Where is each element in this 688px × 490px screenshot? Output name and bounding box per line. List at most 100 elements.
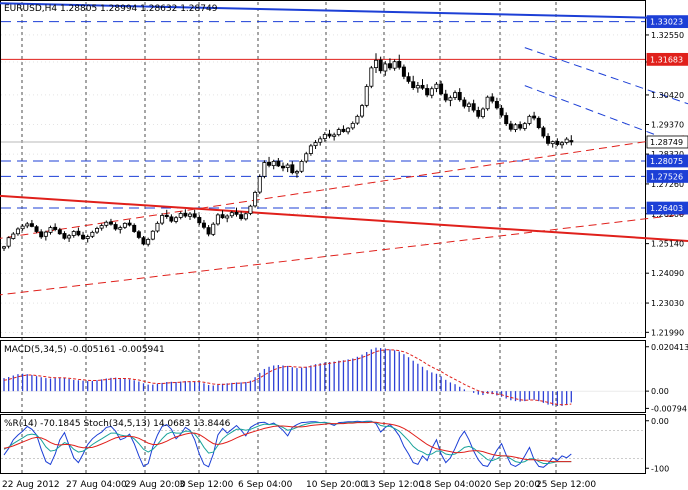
candle-body <box>406 76 411 82</box>
price-axis-label: 1.23030 <box>651 299 684 308</box>
candle-body <box>220 214 225 219</box>
candle-body <box>183 212 188 217</box>
oscillator-layer <box>1 420 645 468</box>
candle-body <box>187 213 192 217</box>
candle-body <box>25 223 30 227</box>
time-axis-label: 29 Aug 20:00 <box>125 480 186 490</box>
price-label-box <box>646 15 688 29</box>
candle-body <box>164 214 169 217</box>
candle-body <box>569 140 574 143</box>
candle-body <box>373 59 378 69</box>
macd-axis-label: 0.00 <box>651 387 669 396</box>
candle-body <box>383 63 388 72</box>
candle-body <box>262 162 267 177</box>
price-label: 1.27526 <box>650 172 683 181</box>
candle-body <box>118 227 123 230</box>
candle-body <box>11 233 16 239</box>
candle-body <box>494 101 499 109</box>
candle-body <box>215 214 220 225</box>
price-panel-header: EURUSD,H4 1.28805 1.28994 1.28632 1.2874… <box>4 4 218 14</box>
candle-body <box>43 231 48 237</box>
candle-body <box>85 236 90 239</box>
candle-body <box>108 221 113 225</box>
candle-body <box>169 216 174 222</box>
candle-body <box>508 123 513 130</box>
oscillator-axis-label: -100 <box>651 464 669 473</box>
candle-body <box>155 222 160 232</box>
time-axis-label: 27 Aug 04:00 <box>66 480 127 490</box>
candle-body <box>355 115 360 124</box>
oscillator-series-line <box>3 420 572 468</box>
candle-body <box>174 217 179 222</box>
macd-panel-header: MACD(5,34,5) -0.005161 -0.005941 <box>4 345 165 355</box>
candle-body <box>99 225 104 229</box>
candle-body <box>560 142 565 146</box>
candle-body <box>360 105 365 117</box>
candle-body <box>308 145 313 154</box>
candle-body <box>229 212 234 217</box>
candle-body <box>327 133 332 137</box>
candle-body <box>201 222 206 228</box>
candle-body <box>6 237 11 247</box>
time-axis-label: 3 Sep 12:00 <box>179 480 234 490</box>
candle-body <box>336 129 341 136</box>
candle-body <box>150 230 155 240</box>
price-axis-label: 1.24090 <box>651 269 684 278</box>
candle-body <box>239 214 244 219</box>
time-axis-label: 6 Sep 04:00 <box>238 480 293 490</box>
price-axis-label: 1.27260 <box>651 180 684 189</box>
candle-body <box>127 222 132 226</box>
candle-body <box>90 231 95 237</box>
candle-body <box>471 103 476 111</box>
candle-body <box>206 227 211 235</box>
candle-body <box>294 171 299 174</box>
macd-axis-label: -0.00794 <box>651 404 687 413</box>
oscillator-panel-header: %R(14) -70.1845 Stoch(34,5,13) 14.0683 1… <box>4 419 231 429</box>
candle-body <box>15 228 20 235</box>
candle-body <box>39 231 44 238</box>
candle-body <box>536 117 541 129</box>
candle-body <box>448 97 453 101</box>
candle-body <box>67 235 72 239</box>
candle-body <box>420 84 425 89</box>
candle-body <box>364 86 369 106</box>
time-axis-label: 10 Sep 20:00 <box>306 480 366 490</box>
candle-body <box>485 96 490 110</box>
candle-body <box>392 61 397 69</box>
candle-body <box>527 115 532 124</box>
candle-body <box>299 160 304 172</box>
candle-body <box>443 93 448 101</box>
price-label-box <box>646 154 688 168</box>
candle-body <box>429 88 434 96</box>
candle-body <box>76 230 81 236</box>
candle-body <box>20 225 25 230</box>
candle-body <box>248 205 253 214</box>
price-axis-label: 1.32550 <box>651 31 684 40</box>
candle-body <box>81 234 86 240</box>
candle-body <box>541 127 546 137</box>
candle-body <box>415 85 420 89</box>
candle-body <box>178 213 183 218</box>
candle-body <box>546 135 551 144</box>
candle-body <box>57 229 62 235</box>
time-axis-label: 13 Sep 12:00 <box>364 480 424 490</box>
candle-body <box>550 141 555 145</box>
candle-body <box>257 176 262 193</box>
candle-body <box>313 142 318 147</box>
price-label-box <box>646 135 688 149</box>
candle-body <box>332 134 337 137</box>
candle-body <box>48 227 53 233</box>
candle-body <box>401 66 406 77</box>
candle-body <box>434 83 439 89</box>
macd-signal-line <box>3 349 572 406</box>
candle-body <box>271 160 276 167</box>
candle-body <box>136 231 141 238</box>
candle-body <box>532 115 537 119</box>
candle-body <box>490 96 495 102</box>
candle-body <box>132 224 137 232</box>
price-label: 1.26403 <box>650 204 683 213</box>
time-axis-label: 22 Aug 2012 <box>2 480 60 490</box>
